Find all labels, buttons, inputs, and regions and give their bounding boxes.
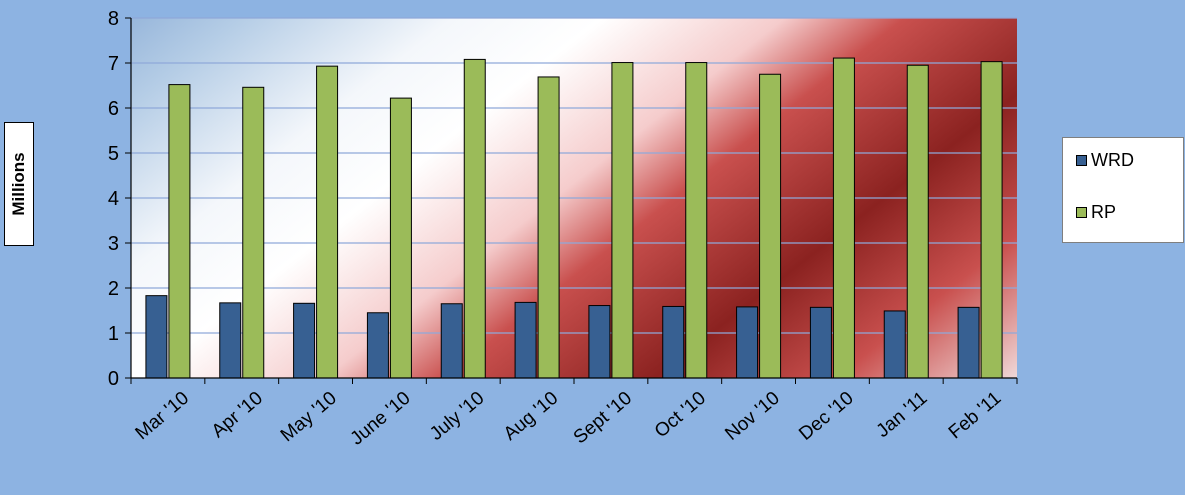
y-tick-label: 6 [108, 98, 119, 120]
y-tick-label: 0 [108, 368, 119, 390]
bar-rp [242, 86, 265, 379]
x-tick-label: Feb '11 [945, 388, 1006, 444]
y-tick-label: 7 [108, 53, 119, 75]
bar-rp [168, 84, 191, 379]
bar-wrd [662, 305, 685, 379]
legend: WRD RP [1062, 137, 1184, 243]
x-tick-label: Sept '10 [570, 388, 636, 449]
bar-rp [906, 64, 929, 379]
bar-rp [389, 97, 412, 379]
bar-wrd [588, 305, 611, 379]
y-tick-label: 5 [108, 143, 119, 165]
bar-rp [980, 61, 1003, 379]
legend-label-rp: RP [1091, 202, 1117, 222]
bar-wrd [883, 310, 906, 379]
bar-rp [316, 65, 339, 379]
x-tick-label: Oct '10 [651, 388, 710, 442]
bar-rp [537, 76, 560, 379]
axes [125, 17, 1018, 384]
legend-swatch-wrd [1076, 155, 1087, 166]
y-tick-labels: 0 1 2 3 4 5 6 7 8 [108, 8, 119, 390]
bar-wrd [957, 306, 980, 379]
gridlines [131, 17, 1017, 334]
y-tick-label: 2 [108, 278, 119, 300]
x-tick-label: June '10 [347, 388, 415, 450]
bar-wrd [219, 302, 242, 379]
x-tick-label: Dec '10 [795, 388, 857, 445]
bar-wrd [145, 295, 168, 379]
bar-wrd [293, 302, 316, 379]
y-tick-label: 4 [108, 188, 119, 210]
bar-wrd [514, 301, 537, 379]
y-axis-label-box: Millions [4, 122, 34, 246]
bar-wrd [809, 306, 832, 379]
bar-rp [832, 57, 855, 379]
x-tick-label: July '10 [426, 388, 488, 445]
y-tick-label: 8 [108, 8, 119, 30]
legend-item-rp: RP [1076, 202, 1116, 223]
bar-rp [685, 62, 708, 379]
legend-swatch-rp [1076, 207, 1087, 218]
bar-rp [611, 62, 634, 379]
legend-label-wrd: WRD [1091, 150, 1134, 170]
y-tick-label: 3 [108, 233, 119, 255]
bar-rp [759, 73, 782, 379]
x-tick-label: Jan '11 [873, 388, 932, 442]
y-tick-label: 1 [108, 323, 119, 345]
legend-item-wrd: WRD [1076, 150, 1134, 171]
bar-wrd [736, 306, 759, 379]
bar-wrd [366, 312, 389, 379]
x-tick-labels: Mar '10 Apr '10 May '10 June '10 July '10 Aug… [132, 388, 1006, 450]
x-tick-label: May '10 [277, 388, 341, 446]
bar-rp [463, 58, 486, 379]
x-tick-label: Mar '10 [132, 388, 194, 444]
x-tick-label: Nov '10 [721, 388, 783, 445]
x-tick-label: Apr '10 [208, 388, 267, 442]
bar-wrd [440, 303, 463, 379]
x-tick-label: Aug '10 [500, 388, 562, 445]
y-axis-label: Millions [9, 152, 28, 216]
